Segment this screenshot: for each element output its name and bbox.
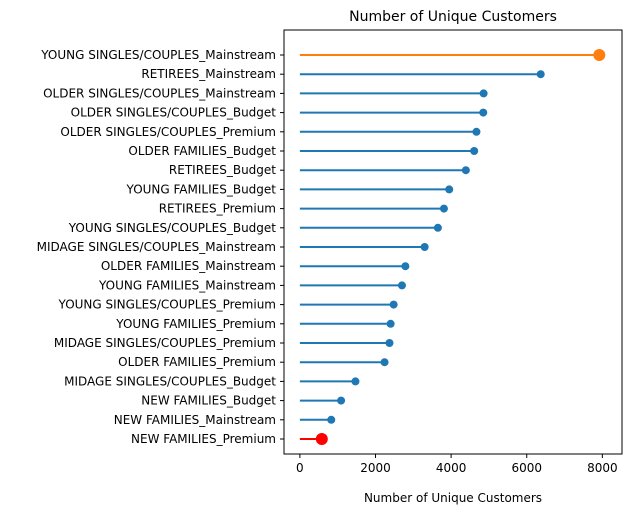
value-dot [389, 300, 398, 309]
value-dot [479, 108, 488, 117]
x-tick-label: 4000 [436, 461, 467, 475]
value-dot [385, 339, 394, 347]
lollipop-stems [299, 54, 600, 440]
lollipop-dots [315, 49, 606, 445]
category-label: RETIREES_Mainstream [141, 67, 276, 81]
category-label: OLDER FAMILIES_Budget [128, 144, 276, 158]
x-tick-label: 6000 [511, 461, 542, 475]
category-label: NEW FAMILIES_Premium [131, 432, 276, 446]
x-tick-label: 8000 [587, 461, 618, 475]
category-label: MIDAGE SINGLES/COUPLES_Premium [54, 336, 276, 350]
category-label: YOUNG SINGLES/COUPLES_Mainstream [40, 48, 276, 62]
value-dot [337, 396, 346, 405]
category-label: YOUNG SINGLES/COUPLES_Premium [58, 298, 276, 312]
category-label: OLDER SINGLES/COUPLES_Mainstream [43, 86, 276, 100]
category-label: YOUNG SINGLES/COUPLES_Budget [68, 221, 277, 235]
value-dot [439, 204, 448, 213]
value-dot [401, 262, 410, 271]
value-dot [461, 166, 470, 175]
value-dot [386, 319, 395, 328]
min-value-dot [315, 433, 328, 445]
y-axis-labels: YOUNG SINGLES/COUPLES_Mainstream RETIREES… [37, 48, 284, 446]
category-label: OLDER FAMILIES_Premium [118, 355, 276, 369]
max-value-dot [593, 49, 606, 61]
value-dot [445, 185, 454, 194]
category-label: MIDAGE SINGLES/COUPLES_Mainstream [37, 240, 276, 254]
category-label: YOUNG FAMILIES_Budget [126, 182, 277, 196]
value-dot [470, 147, 479, 155]
value-dot [536, 70, 545, 79]
value-dot [380, 358, 389, 367]
value-dot [327, 415, 336, 424]
category-label: OLDER SINGLES/COUPLES_Budget [71, 106, 277, 120]
category-label: RETIREES_Budget [169, 163, 276, 177]
category-label: MIDAGE SINGLES/COUPLES_Budget [64, 374, 276, 388]
value-dot [472, 127, 481, 136]
value-dot [479, 89, 488, 98]
category-label: NEW FAMILIES_Mainstream [114, 413, 276, 427]
value-dot [433, 223, 442, 232]
value-dot [351, 377, 360, 386]
category-label: YOUNG FAMILIES_Mainstream [98, 278, 276, 292]
x-tick-label: 2000 [360, 461, 391, 475]
x-tick-label: 0 [296, 461, 304, 475]
chart-title: Number of Unique Customers [349, 9, 557, 25]
category-label: OLDER FAMILIES_Mainstream [101, 259, 276, 273]
value-dot [397, 281, 406, 290]
category-label: YOUNG FAMILIES_Premium [115, 317, 276, 331]
x-axis: 0 2000 4000 6000 8000 [296, 454, 618, 475]
category-label: NEW FAMILIES_Budget [141, 394, 276, 408]
category-label: OLDER SINGLES/COUPLES_Premium [60, 125, 276, 139]
category-label: RETIREES_Premium [159, 202, 276, 216]
plot-frame [283, 29, 623, 455]
x-axis-title: Number of Unique Customers [364, 491, 542, 505]
value-dot [420, 243, 429, 251]
